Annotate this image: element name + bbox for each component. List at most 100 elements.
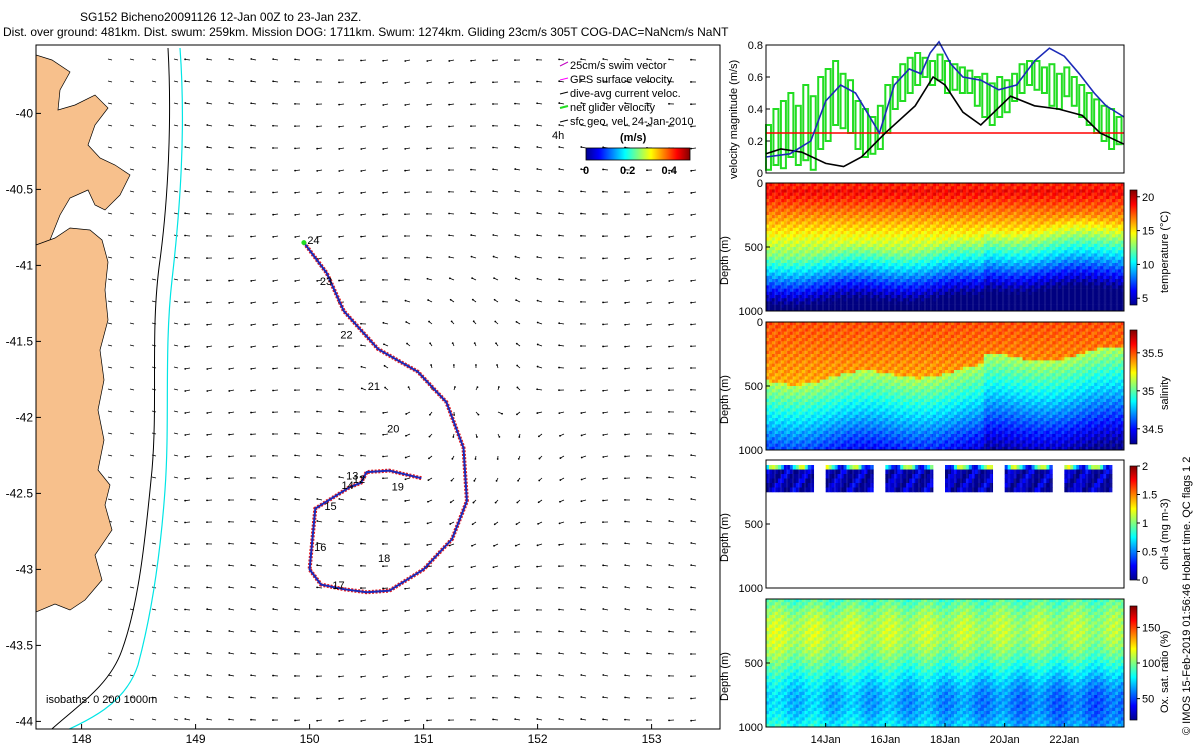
section-cell (894, 243, 898, 248)
section-cell (870, 269, 874, 273)
section-cell (915, 221, 919, 225)
section-cell (879, 247, 883, 251)
section-cell (882, 269, 886, 273)
current-arrow (107, 344, 113, 347)
day-label: 16 (314, 542, 326, 554)
section-cell (962, 224, 967, 229)
section-cell (906, 183, 910, 187)
section-cell (992, 183, 997, 187)
section-cell (971, 298, 976, 302)
section-cell (924, 208, 928, 213)
section-cell (846, 259, 850, 264)
section-cell (816, 243, 820, 248)
section-cell (879, 275, 883, 280)
section-cell (876, 298, 880, 302)
section-cell (998, 256, 1002, 261)
section-cell (834, 221, 838, 225)
section-cell (882, 253, 886, 257)
section-cell (959, 186, 964, 190)
current-arrow-head (272, 235, 275, 238)
section-cell (801, 195, 806, 200)
section-cell (834, 205, 838, 209)
section-cell (921, 195, 925, 200)
section-cell (918, 253, 922, 257)
section-cell (766, 291, 770, 296)
current-arrow-head (602, 718, 605, 721)
section-cell (843, 192, 847, 197)
section-cell (936, 243, 940, 248)
section-cell (900, 291, 904, 296)
section-cell (843, 298, 847, 302)
current-arrow-head (316, 498, 319, 500)
section-cell (774, 218, 779, 222)
section-cell (771, 304, 776, 309)
section-cell (810, 189, 815, 193)
section-cell (864, 227, 868, 232)
section-cell (989, 189, 994, 193)
section-cell (915, 304, 919, 309)
section-cell (942, 275, 946, 280)
current-arrow-head (448, 697, 450, 700)
section-cell (903, 215, 907, 219)
section-cell (903, 195, 907, 200)
section-cell (971, 301, 976, 305)
section-cell (768, 195, 773, 200)
section-cell (900, 247, 904, 251)
section-cell (783, 231, 788, 235)
section-cell (849, 285, 853, 289)
section-cell (942, 234, 946, 238)
current-arrow-head (668, 345, 671, 348)
section-cell (998, 183, 1002, 187)
current-arrow-head (206, 279, 208, 282)
current-arrow (151, 124, 157, 127)
section-cell (807, 282, 812, 286)
section-cell (816, 256, 820, 261)
section-cell (810, 295, 815, 299)
current-arrow-head (382, 720, 385, 722)
section-cell (792, 250, 797, 254)
current-arrow-head (360, 542, 362, 545)
section-cell (945, 218, 949, 222)
section-cell (918, 291, 922, 296)
section-cell (998, 243, 1002, 248)
section-cell (1004, 263, 1008, 267)
current-arrow (173, 58, 179, 61)
section-cell (888, 275, 892, 280)
section-cell (798, 285, 803, 289)
section-cell (891, 218, 895, 222)
section-cell (879, 282, 883, 286)
section-cell (804, 250, 809, 254)
section-cell (974, 247, 979, 251)
section-cell (918, 266, 922, 270)
section-cell (945, 304, 949, 309)
section-cell (801, 279, 806, 283)
section-cell (885, 259, 889, 264)
current-arrow-head (558, 102, 561, 104)
section-cell (965, 304, 970, 309)
section-cell (959, 199, 964, 203)
current-arrow (173, 146, 179, 149)
section-cell (947, 269, 952, 273)
section-cell (947, 237, 952, 241)
section-cell (986, 253, 991, 257)
section-cell (894, 192, 898, 197)
section-cell (891, 275, 895, 280)
current-arrow-head (451, 342, 454, 345)
section-cell (834, 189, 838, 193)
section-cell (816, 288, 820, 293)
section-cell (956, 186, 961, 190)
section-cell (894, 291, 898, 296)
section-cell (807, 195, 812, 200)
section-cell (816, 307, 820, 311)
current-arrow-head (536, 544, 539, 547)
section-cell (813, 192, 818, 197)
map-y-tick-label: -42.5 (6, 486, 34, 500)
section-cell (766, 243, 770, 248)
section-cell (828, 279, 832, 283)
section-cell (983, 282, 988, 286)
section-cell (933, 259, 937, 264)
current-arrow-head (536, 190, 539, 192)
section-cell (792, 231, 797, 235)
section-cell (939, 272, 943, 277)
